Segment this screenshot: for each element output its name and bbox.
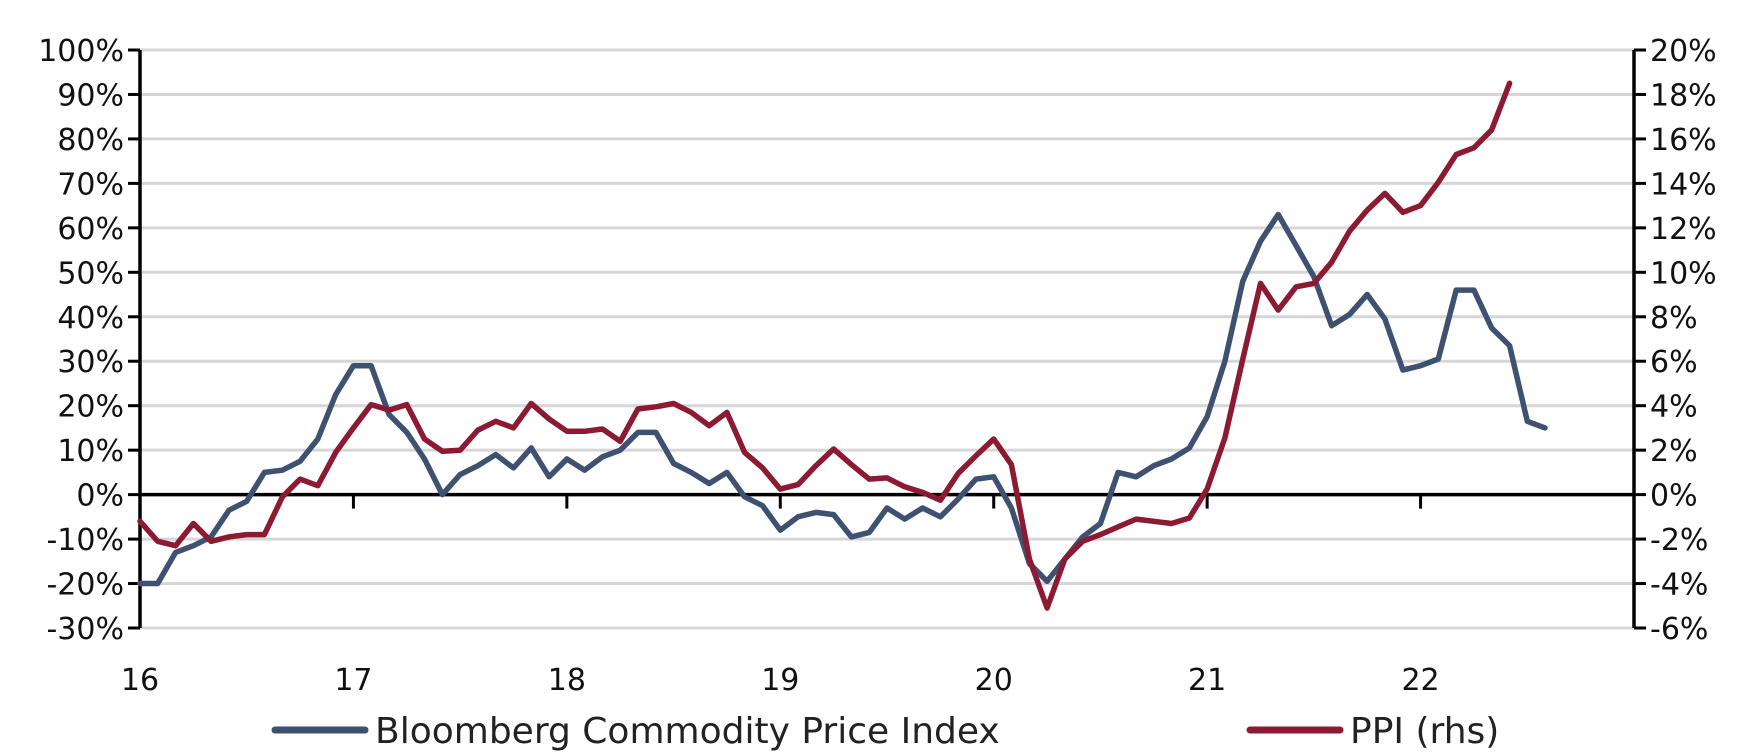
- left-axis-tick-label: -20%: [46, 568, 124, 603]
- left-axis-tick-label: 60%: [57, 212, 124, 247]
- gridlines: [140, 48, 1634, 630]
- x-axis-tick-label: 21: [1188, 663, 1226, 698]
- left-axis-tick-label: 10%: [57, 434, 124, 469]
- x-axis-tick-label: 22: [1401, 663, 1439, 698]
- series-line: [137, 80, 1513, 611]
- left-axis-tick-label: 80%: [57, 123, 124, 158]
- right-axis-tick-label: 12%: [1650, 212, 1717, 247]
- legend: Bloomberg Commodity Price Index PPI (rhs): [271, 711, 1499, 752]
- left-axis-tick-label: 40%: [57, 301, 124, 336]
- legend-label: Bloomberg Commodity Price Index: [375, 711, 1000, 752]
- right-axis-tick-label: 4%: [1650, 390, 1698, 425]
- right-axis-tick-label: 6%: [1650, 345, 1698, 380]
- left-axis-tick-label: 30%: [57, 345, 124, 380]
- series-line: [137, 211, 1548, 587]
- right-axis-tick-label: 10%: [1650, 256, 1717, 291]
- left-axis-tick-label: 70%: [57, 167, 124, 202]
- right-axis-tick-label: 18%: [1650, 78, 1717, 113]
- left-axis-tick-label: -10%: [46, 523, 124, 558]
- legend-label: PPI (rhs): [1350, 711, 1499, 752]
- right-axis-tick-label: 8%: [1650, 301, 1698, 336]
- right-axis-tick-label: 16%: [1650, 123, 1717, 158]
- right-axis-tick-label: 2%: [1650, 434, 1698, 469]
- axes: -30% -20% -10% 0% 10% 20% 30% 40% 50% 60% 70% 80% 90…: [38, 34, 1716, 698]
- right-axis-tick-label: -6%: [1650, 612, 1708, 647]
- left-axis-tick-label: -30%: [46, 612, 124, 647]
- x-axis-tick-label: 16: [121, 663, 159, 698]
- left-axis-tick-label: 0%: [76, 479, 124, 514]
- left-axis-tick-label: 20%: [57, 390, 124, 425]
- x-axis-tick-label: 20: [975, 663, 1013, 698]
- left-axis-tick-label: 100%: [38, 34, 124, 69]
- right-axis-tick-label: -2%: [1650, 523, 1708, 558]
- x-axis-tick-label: 18: [548, 663, 586, 698]
- left-axis-tick-label: 50%: [57, 256, 124, 291]
- x-axis-tick-label: 17: [334, 663, 372, 698]
- left-axis-tick-label: 90%: [57, 78, 124, 113]
- right-axis-tick-label: 0%: [1650, 479, 1698, 514]
- series-lines: [137, 80, 1548, 611]
- right-axis-tick-label: 20%: [1650, 34, 1717, 69]
- x-axis-tick-label: 19: [761, 663, 799, 698]
- right-axis-tick-label: -4%: [1650, 568, 1708, 603]
- right-axis-tick-label: 14%: [1650, 167, 1717, 202]
